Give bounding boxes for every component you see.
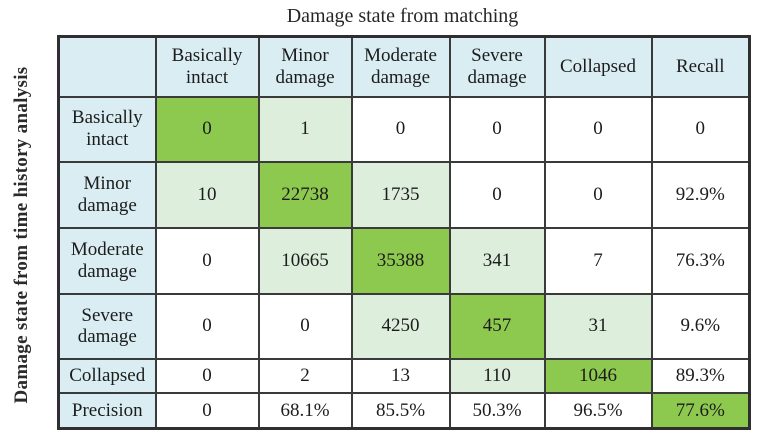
- matrix-cell: 1046: [543, 358, 653, 395]
- col-header-severe-damage: Severe damage: [448, 35, 546, 98]
- recall-cell: 89.3%: [650, 358, 751, 395]
- table-row-moderate-damage: Moderate damage 0 10665 35388 341 7 76.3…: [57, 226, 751, 295]
- col-header-moderate-damage: Moderate damage: [350, 35, 451, 98]
- matrix-cell: 7: [543, 226, 653, 295]
- precision-cell: 0: [154, 392, 260, 430]
- matrix-cell: 0: [154, 95, 260, 164]
- matrix-cell: 4250: [350, 292, 451, 361]
- matrix-cell: 35388: [350, 226, 451, 295]
- matrix-cell: 0: [154, 226, 260, 295]
- row-header-minor-damage: Minor damage: [57, 161, 157, 229]
- row-header-severe-damage: Severe damage: [57, 292, 157, 361]
- matrix-cell: 31: [543, 292, 653, 361]
- table-row-precision: Precision 0 68.1% 85.5% 50.3% 96.5% 77.6…: [57, 392, 751, 430]
- matrix-cell: 457: [448, 292, 546, 361]
- recall-cell: 76.3%: [650, 226, 751, 295]
- confusion-matrix-table: Basically intact Minor damage Moderate d…: [57, 35, 751, 430]
- row-header-moderate-damage: Moderate damage: [57, 226, 157, 295]
- col-header-collapsed: Collapsed: [543, 35, 653, 98]
- precision-cell: 85.5%: [350, 392, 451, 430]
- recall-cell: 92.9%: [650, 161, 751, 229]
- corner-cell: [57, 35, 157, 98]
- row-header-precision: Precision: [57, 392, 157, 430]
- matrix-cell: 110: [448, 358, 546, 395]
- row-header-collapsed: Collapsed: [57, 358, 157, 395]
- matrix-cell: 1: [257, 95, 353, 164]
- precision-cell: 68.1%: [257, 392, 353, 430]
- precision-cell: 96.5%: [543, 392, 653, 430]
- matrix-cell: 0: [543, 161, 653, 229]
- recall-cell: 0: [650, 95, 751, 164]
- matrix-cell: 22738: [257, 161, 353, 229]
- matrix-cell: 0: [448, 161, 546, 229]
- overall-accuracy-cell: 77.6%: [650, 392, 751, 430]
- y-axis-label: Damage state from time history analysis: [11, 66, 32, 404]
- row-header-basically-intact: Basically intact: [57, 95, 157, 164]
- matrix-cell: 0: [448, 95, 546, 164]
- table-row-minor-damage: Minor damage 10 22738 1735 0 0 92.9%: [57, 161, 751, 229]
- matrix-cell: 0: [154, 358, 260, 395]
- precision-cell: 50.3%: [448, 392, 546, 430]
- matrix-cell: 341: [448, 226, 546, 295]
- matrix-cell: 10665: [257, 226, 353, 295]
- matrix-cell: 0: [543, 95, 653, 164]
- table-row-collapsed: Collapsed 0 2 13 110 1046 89.3%: [57, 358, 751, 395]
- table-row-basically-intact: Basically intact 0 1 0 0 0 0: [57, 95, 751, 164]
- matrix-cell: 13: [350, 358, 451, 395]
- col-header-minor-damage: Minor damage: [257, 35, 353, 98]
- header-row: Basically intact Minor damage Moderate d…: [57, 35, 751, 98]
- table-row-severe-damage: Severe damage 0 0 4250 457 31 9.6%: [57, 292, 751, 361]
- matrix-cell: 0: [257, 292, 353, 361]
- col-header-recall: Recall: [650, 35, 751, 98]
- matrix-cell: 2: [257, 358, 353, 395]
- recall-cell: 9.6%: [650, 292, 751, 361]
- matrix-cell: 0: [350, 95, 451, 164]
- matrix-cell: 10: [154, 161, 260, 229]
- figure-title: Damage state from matching: [286, 5, 519, 27]
- matrix-cell: 1735: [350, 161, 451, 229]
- col-header-basically-intact: Basically intact: [154, 35, 260, 98]
- matrix-cell: 0: [154, 292, 260, 361]
